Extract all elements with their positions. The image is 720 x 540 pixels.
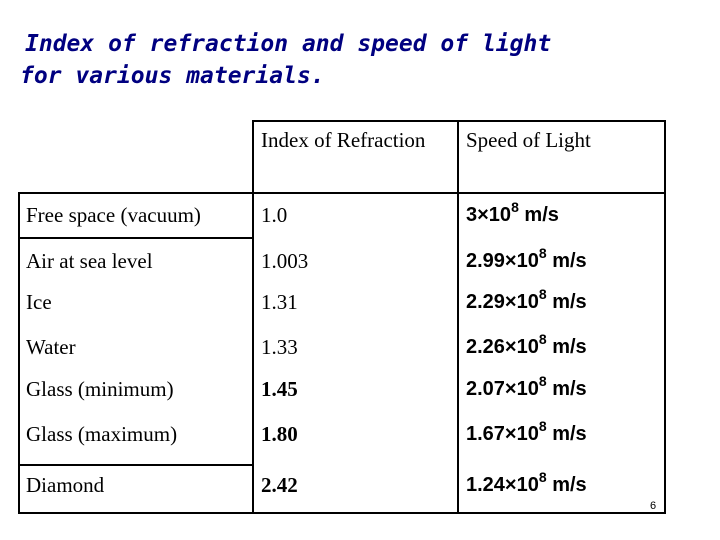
index-cell: 1.0 — [261, 203, 288, 227]
row-divider — [18, 237, 254, 239]
speed-cell: 2.29×108 m/s — [466, 286, 587, 313]
title-line-1: Index of refraction and speed of light — [25, 31, 552, 57]
title-line-2: for various materials. — [20, 63, 325, 89]
speed-cell: 1.67×108 m/s — [466, 418, 587, 445]
material-cell: Glass (maximum) — [26, 422, 178, 446]
speed-cell: 3×108 m/s — [466, 199, 559, 226]
header-speed-of-light: Speed of Light — [466, 128, 591, 152]
material-cell: Glass (minimum) — [26, 377, 174, 401]
index-cell: 1.80 — [261, 422, 298, 446]
speed-cell: 1.24×108 m/s — [466, 469, 587, 496]
speed-cell: 2.26×108 m/s — [466, 331, 587, 358]
index-cell: 2.42 — [261, 473, 298, 497]
material-cell: Free space (vacuum) — [26, 203, 201, 227]
index-cell: 1.45 — [261, 377, 298, 401]
index-cell: 1.003 — [261, 249, 309, 273]
material-cell: Diamond — [26, 473, 105, 497]
page-title: Index of refraction and speed of light f… — [20, 28, 551, 92]
column-divider — [457, 120, 459, 514]
table-border — [18, 512, 666, 514]
index-cell: 1.33 — [261, 335, 298, 359]
table-border — [664, 120, 666, 514]
speed-cell: 2.99×108 m/s — [466, 245, 587, 272]
speed-cell: 2.07×108 m/s — [466, 373, 587, 400]
header-index-of-refraction: Index of Refraction — [261, 128, 426, 152]
material-cell: Ice — [26, 290, 52, 314]
table-border — [18, 192, 666, 194]
column-divider — [252, 120, 254, 514]
material-cell: Air at sea level — [26, 249, 153, 273]
row-divider — [18, 464, 254, 466]
index-cell: 1.31 — [261, 290, 298, 314]
table-border — [253, 120, 666, 122]
page-number: 6 — [650, 500, 657, 512]
material-cell: Water — [26, 335, 76, 359]
table-border — [18, 192, 20, 514]
